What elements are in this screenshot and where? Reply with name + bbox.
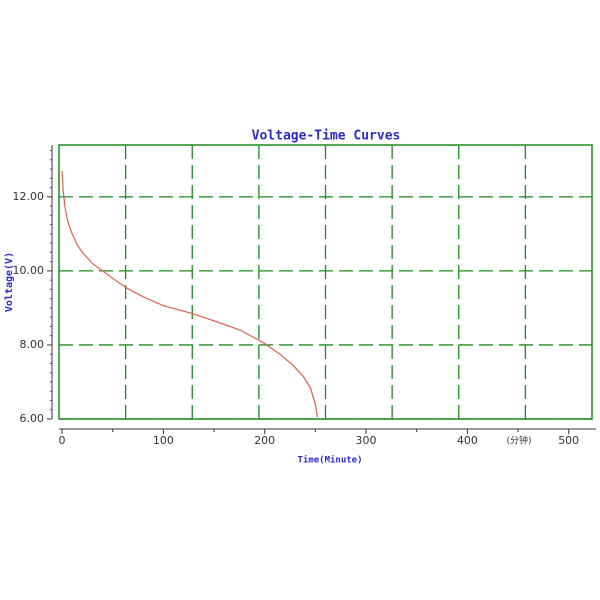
voltage-line — [61, 170, 318, 418]
x-tick-label: 100 — [153, 434, 174, 447]
plot-frame — [58, 144, 593, 420]
chart-title: Voltage-Time Curves — [252, 129, 401, 144]
x-tick-label: 400 — [457, 434, 478, 447]
y-tick-label: 6.00 — [20, 412, 45, 425]
y-tick-label: 10.00 — [13, 264, 45, 277]
x-axis-label: Time(Minute) — [297, 455, 362, 466]
y-tick-label: 8.00 — [20, 338, 45, 351]
x-tick-label: 0 — [59, 434, 66, 447]
x-unit-note: (分钟) — [506, 435, 531, 447]
x-tick-label: 200 — [254, 434, 275, 447]
x-tick-label: 500 — [558, 434, 579, 447]
x-tick-label: 300 — [356, 434, 377, 447]
y-tick-label: 12.00 — [13, 190, 45, 203]
y-axis-label: Voltage(V) — [4, 252, 15, 312]
